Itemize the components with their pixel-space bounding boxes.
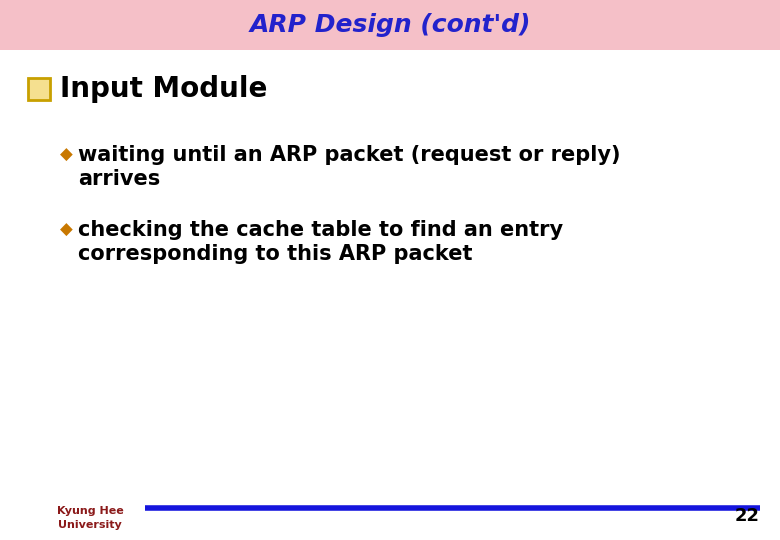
Text: Input Module: Input Module [60, 75, 268, 103]
Text: ◆: ◆ [60, 146, 73, 164]
Text: 22: 22 [735, 507, 760, 525]
Text: corresponding to this ARP packet: corresponding to this ARP packet [78, 244, 473, 264]
Text: arrives: arrives [78, 169, 160, 189]
Text: waiting until an ARP packet (request or reply): waiting until an ARP packet (request or … [78, 145, 621, 165]
Text: Kyung Hee
University: Kyung Hee University [57, 506, 123, 530]
Bar [0, 0, 780, 50]
Bar [28, 78, 50, 100]
Text: ◆: ◆ [60, 221, 73, 239]
Text: ARP Design (cont'd): ARP Design (cont'd) [250, 13, 530, 37]
Text: checking the cache table to find an entry: checking the cache table to find an entr… [78, 220, 563, 240]
